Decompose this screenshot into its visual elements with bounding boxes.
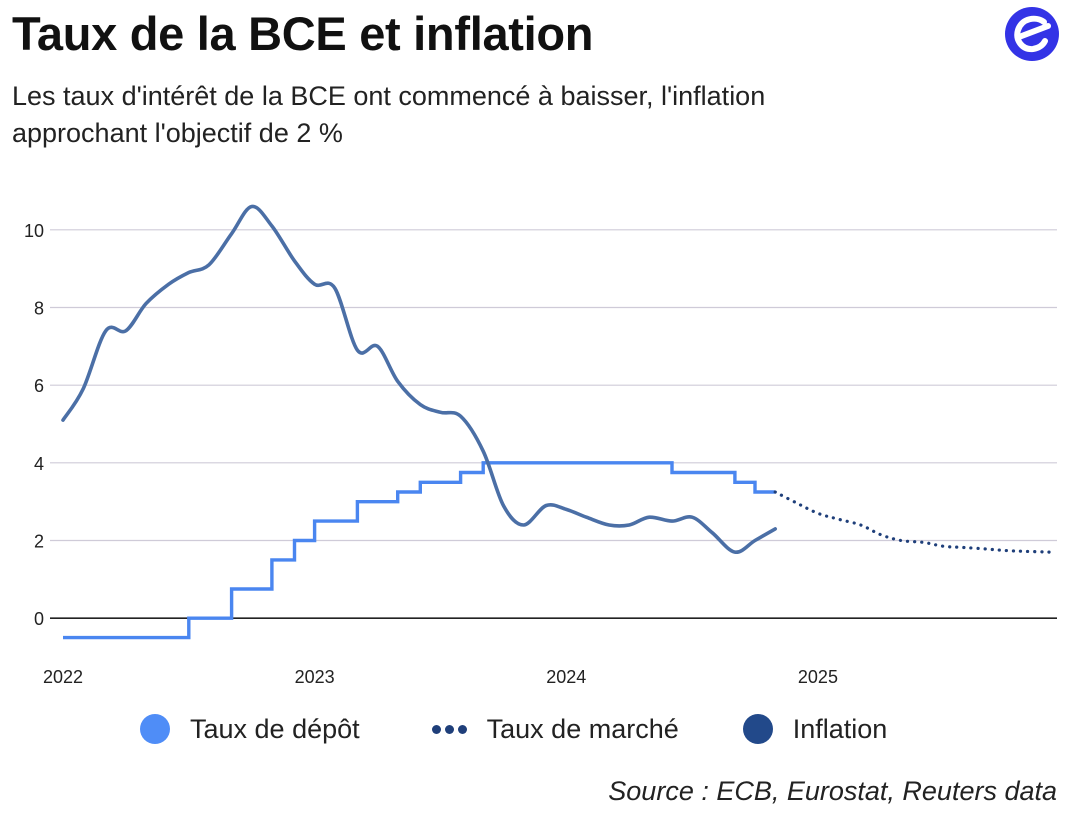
chart-title: Taux de la BCE et inflation xyxy=(12,7,594,60)
legend-label-taux-de-marche: Taux de marché xyxy=(486,713,679,744)
series-line-inflation xyxy=(61,204,777,554)
chart-plot-area: 0 2 4 6 8 10 2022 2023 2024 2025 xyxy=(24,204,1057,687)
x-tick-label: 2022 xyxy=(43,667,83,687)
x-tick-labels: 2022 2023 2024 2025 xyxy=(43,667,838,687)
y-tick-label: 10 xyxy=(24,221,44,241)
legend-item-taux-de-depot[interactable]: Taux de dépôt xyxy=(140,714,360,745)
x-tick-label: 2025 xyxy=(798,667,838,687)
chart-legend: Taux de dépôt Taux de marché Inflation xyxy=(140,708,887,750)
x-tick-label: 2024 xyxy=(546,667,586,687)
y-tick-label: 6 xyxy=(34,376,44,396)
y-tick-label: 8 xyxy=(34,299,44,319)
legend-swatch-inflation xyxy=(742,714,773,744)
logo-e-stroke xyxy=(1014,15,1051,53)
legend-label-inflation: Inflation xyxy=(792,713,888,744)
series-lines xyxy=(61,204,1052,640)
grid-lines xyxy=(50,229,1057,619)
legend-swatch-taux-de-depot xyxy=(140,714,170,744)
legend-item-taux-de-marche[interactable]: Taux de marché xyxy=(424,714,679,745)
y-tick-label: 2 xyxy=(34,532,44,552)
x-tick-label: 2023 xyxy=(295,667,335,687)
source-note: Source : ECB, Eurostat, Reuters data xyxy=(608,776,1057,806)
legend-dot xyxy=(444,724,454,734)
y-tick-label: 4 xyxy=(34,454,44,474)
legend-dot xyxy=(457,724,467,734)
series-line-taux-de-depot xyxy=(63,461,776,640)
legend-item-inflation[interactable]: Inflation xyxy=(742,713,888,745)
legend-swatch-taux-de-marche xyxy=(431,724,471,734)
series-line-taux-de-marche xyxy=(773,490,1052,554)
y-tick-labels: 0 2 4 6 8 10 xyxy=(24,221,44,629)
euronews-e-icon xyxy=(1005,7,1059,61)
legend-dot xyxy=(431,724,441,734)
chart-subtitle: Les taux d'intérêt de la BCE ont commenc… xyxy=(12,81,766,148)
legend-label-taux-de-depot: Taux de dépôt xyxy=(190,713,360,744)
y-tick-label: 0 xyxy=(34,609,44,629)
